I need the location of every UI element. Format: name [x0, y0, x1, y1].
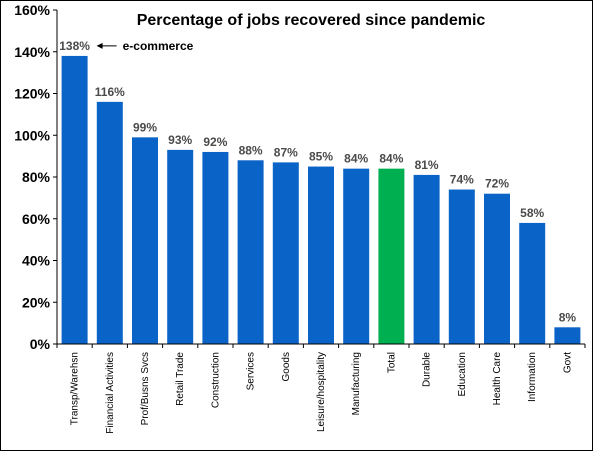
- data-label: 81%: [415, 158, 439, 172]
- x-tick-label: Services: [246, 352, 257, 390]
- bar: [378, 168, 405, 344]
- data-label: 93%: [168, 133, 192, 147]
- data-label: 84%: [344, 152, 368, 166]
- data-label: 138%: [59, 39, 90, 53]
- data-label: 87%: [274, 145, 298, 159]
- x-tick-label: Financial Activities: [105, 352, 116, 434]
- y-tick-label: 40%: [22, 253, 51, 269]
- y-tick-label: 20%: [22, 294, 51, 310]
- bar: [519, 222, 546, 344]
- bar: [308, 166, 334, 344]
- y-tick-label: 100%: [14, 127, 50, 143]
- data-label: 92%: [203, 135, 227, 149]
- data-label: 99%: [133, 120, 157, 134]
- bar: [202, 151, 229, 344]
- x-tick-label: Leisure/hospitality: [316, 352, 327, 432]
- data-label: 85%: [309, 150, 333, 164]
- x-tick-label: Retail Trade: [175, 352, 186, 406]
- bar: [484, 193, 510, 344]
- y-tick-label: 80%: [22, 169, 51, 185]
- bar: [132, 137, 158, 344]
- data-label: 74%: [450, 173, 474, 187]
- bar: [343, 168, 370, 344]
- x-tick-label: Govt: [562, 352, 573, 373]
- data-labels-group: 138% 116% 99% 93% 92% 88% 87% 85% 84% 84% 81% 74% 72…: [59, 39, 576, 324]
- y-axis: 0% 20% 40% 60% 80% 100% 120% 140% 160%: [14, 2, 58, 352]
- bars-group: [61, 55, 581, 345]
- y-tick-label: 60%: [22, 211, 51, 227]
- y-tick-label: 160%: [14, 2, 50, 18]
- data-label: 88%: [239, 143, 263, 157]
- y-tick-label: 140%: [14, 44, 50, 60]
- bar: [554, 327, 581, 344]
- x-tick-label: Goods: [281, 352, 292, 381]
- y-tick-label: 120%: [14, 86, 50, 102]
- data-label: 8%: [559, 310, 577, 324]
- x-tick-label: Prof/Busns Svcs: [140, 352, 151, 425]
- x-tick-label: Information: [527, 352, 538, 402]
- x-axis: Transp/Warehsn Financial Activities Prof/B…: [56, 343, 586, 434]
- x-tick-label: Transp/Warehsn: [70, 352, 81, 425]
- bar: [96, 101, 123, 344]
- bar: [413, 174, 440, 344]
- data-label: 116%: [95, 85, 125, 99]
- data-label: 84%: [379, 152, 403, 166]
- x-tick-label: Durable: [422, 352, 433, 387]
- x-tick-label: Construction: [210, 352, 221, 408]
- annotation-group: e-commerce: [96, 39, 194, 53]
- data-label: 72%: [485, 177, 509, 191]
- bar: [448, 189, 475, 344]
- x-tick-label: Health Care: [492, 352, 503, 406]
- x-tick-label: Total: [386, 352, 397, 373]
- x-tick-label: Education: [457, 352, 468, 396]
- annotation-arrowhead: [96, 42, 103, 49]
- bar: [61, 55, 88, 345]
- annotation-label: e-commerce: [123, 39, 194, 53]
- data-label: 58%: [520, 206, 544, 220]
- bar: [167, 149, 194, 344]
- bar: [272, 162, 299, 344]
- y-tick-label: 0%: [30, 336, 51, 352]
- bar: [237, 160, 264, 344]
- x-tick-label: Manufacturing: [351, 352, 362, 415]
- chart-title: Percentage of jobs recovered since pande…: [137, 12, 486, 29]
